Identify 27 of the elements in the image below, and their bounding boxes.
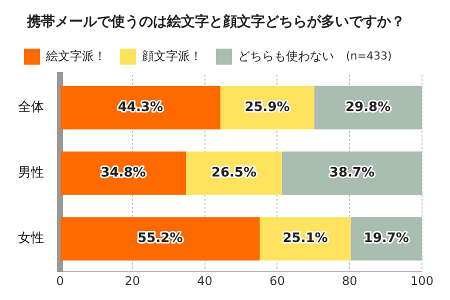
y-tick-label: 全体 bbox=[18, 100, 44, 115]
data-label: 26.5% bbox=[211, 166, 256, 181]
legend-label: 絵文字派！ bbox=[45, 48, 106, 63]
data-label: 25.1% bbox=[282, 231, 328, 246]
data-label: 44.3% bbox=[118, 100, 163, 115]
data-label: 34.8% bbox=[100, 166, 146, 181]
y-tick-label: 女性 bbox=[18, 231, 44, 246]
data-label: 29.8% bbox=[346, 100, 391, 115]
bar bbox=[60, 151, 186, 195]
y-tick-label: 男性 bbox=[18, 166, 44, 181]
x-tick-label: 0 bbox=[56, 274, 64, 288]
legend-label: どちらも使わない bbox=[238, 48, 334, 63]
x-tick-label: 60 bbox=[270, 274, 285, 288]
x-tick-label: 20 bbox=[124, 274, 140, 288]
bar bbox=[60, 86, 220, 130]
chart-title: 携帯メールで使うのは絵文字と顔文字どちらが多いですか？ bbox=[26, 13, 405, 30]
data-label: 25.9% bbox=[244, 100, 290, 115]
bar bbox=[282, 151, 422, 195]
legend-label: 顔文字派！ bbox=[142, 48, 202, 63]
data-label: 55.2% bbox=[138, 231, 183, 246]
x-tick-label: 80 bbox=[342, 274, 358, 288]
data-label: 38.7% bbox=[329, 166, 375, 181]
bar bbox=[60, 217, 260, 261]
x-tick-label: 40 bbox=[197, 274, 212, 288]
data-label: 19.7% bbox=[364, 231, 409, 246]
text: (n=433) bbox=[346, 50, 392, 63]
x-tick-label: 100 bbox=[410, 274, 434, 288]
